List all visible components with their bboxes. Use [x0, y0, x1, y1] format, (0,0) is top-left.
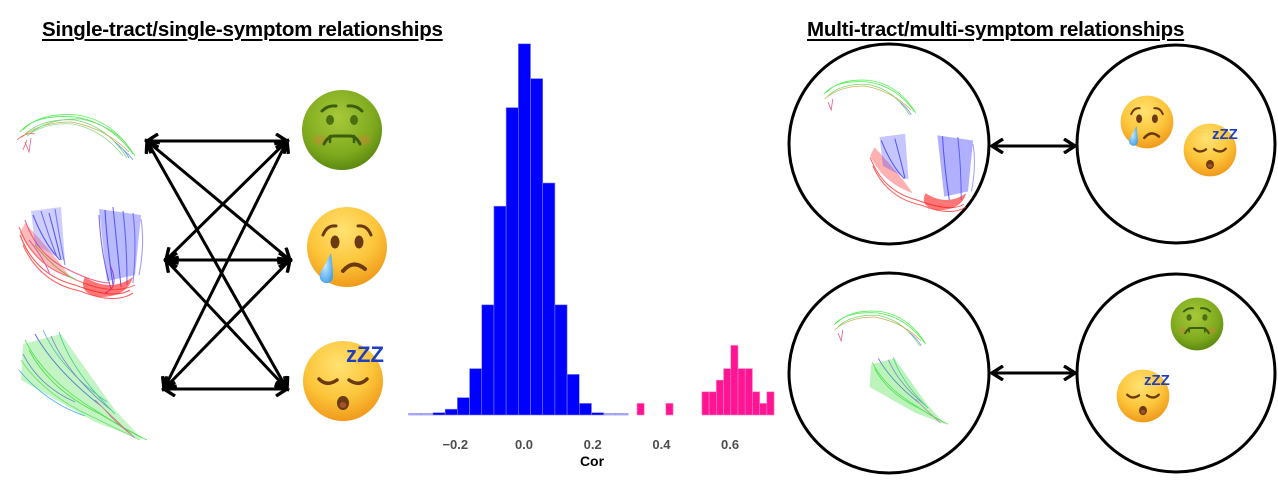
histogram-bar [737, 368, 746, 416]
crying-face-icon [305, 205, 389, 289]
histogram-bar [444, 408, 458, 416]
tract-fan-green-image [18, 329, 148, 441]
histogram-bar [615, 413, 629, 416]
title-single-tract: Single-tract/single-symptom relationship… [42, 18, 443, 41]
tract-arcuate-green-image [833, 310, 927, 347]
tract-fan-green-image [869, 357, 949, 425]
histogram-bar [766, 391, 775, 416]
correlation-histogram: −0.2 0.0 0.2 0.4 0.6 Cor [408, 43, 775, 469]
symptom-group-circle-bottom [1075, 272, 1277, 474]
nauseated-face-icon [1169, 296, 1225, 352]
sleepy-zzz-text: zZZ [346, 342, 384, 367]
histogram-bar [752, 391, 760, 416]
histogram-bar [578, 403, 592, 416]
x-axis-ticks: −0.2 0.0 0.2 0.4 0.6 [442, 437, 739, 452]
tract-arcuate-green-image [16, 114, 136, 161]
histogram-bar [636, 403, 645, 416]
nauseated-face-icon [300, 88, 384, 172]
symptom-group-circle-top [1075, 43, 1277, 245]
histogram-bar [432, 412, 446, 416]
arrow-t3-s1 [164, 141, 287, 389]
tract-arcuate-green-image [823, 79, 917, 116]
histogram-bar [530, 78, 544, 416]
histogram-bar [665, 403, 674, 416]
histogram-bar [759, 403, 768, 416]
connection-arrows [147, 141, 290, 389]
histogram-bar [493, 205, 507, 416]
histogram-bar [518, 43, 531, 416]
title-multi-tract: Multi-tract/multi-symptom relationships [807, 18, 1185, 41]
histogram-bar [505, 107, 519, 416]
histogram-bar [701, 391, 710, 416]
histogram-bar [708, 391, 717, 416]
sleepy-zzz-text: zZZ [1212, 126, 1238, 143]
histogram-bar [566, 374, 580, 416]
x-tick-label: −0.2 [442, 437, 468, 452]
x-axis-label: Cor [580, 453, 605, 469]
arrow-t3-s2 [164, 260, 290, 389]
histogram-bar [420, 413, 434, 416]
tract-u-shaped-image [869, 133, 975, 212]
right-panel [787, 42, 1277, 475]
arrow-t1-s3 [147, 141, 287, 389]
x-tick-label: 0.2 [584, 437, 602, 452]
x-tick-label: 0.6 [721, 437, 739, 452]
series-multi-tract-bars [636, 345, 775, 416]
histogram-bar [723, 368, 732, 416]
histogram-bar [408, 413, 422, 416]
histogram-bar [603, 413, 617, 416]
histogram-bar [730, 345, 739, 416]
histogram-bar [591, 412, 604, 416]
x-tick-label: 0.4 [652, 437, 671, 452]
left-panel: zZZ [16, 88, 389, 441]
tract-u-shaped-image [18, 206, 144, 300]
histogram-bar [716, 379, 724, 416]
series-single-tract-bars [408, 43, 629, 416]
crying-face-icon [1119, 94, 1175, 150]
sleepy-zzz-text: zZZ [1144, 372, 1170, 389]
histogram-bar [744, 368, 753, 416]
histogram-bar [542, 182, 556, 416]
histogram-bar [554, 304, 568, 416]
histogram-bar [469, 368, 483, 416]
x-tick-label: 0.0 [515, 437, 533, 452]
histogram-bar [481, 304, 495, 416]
histogram-bar [457, 397, 470, 416]
